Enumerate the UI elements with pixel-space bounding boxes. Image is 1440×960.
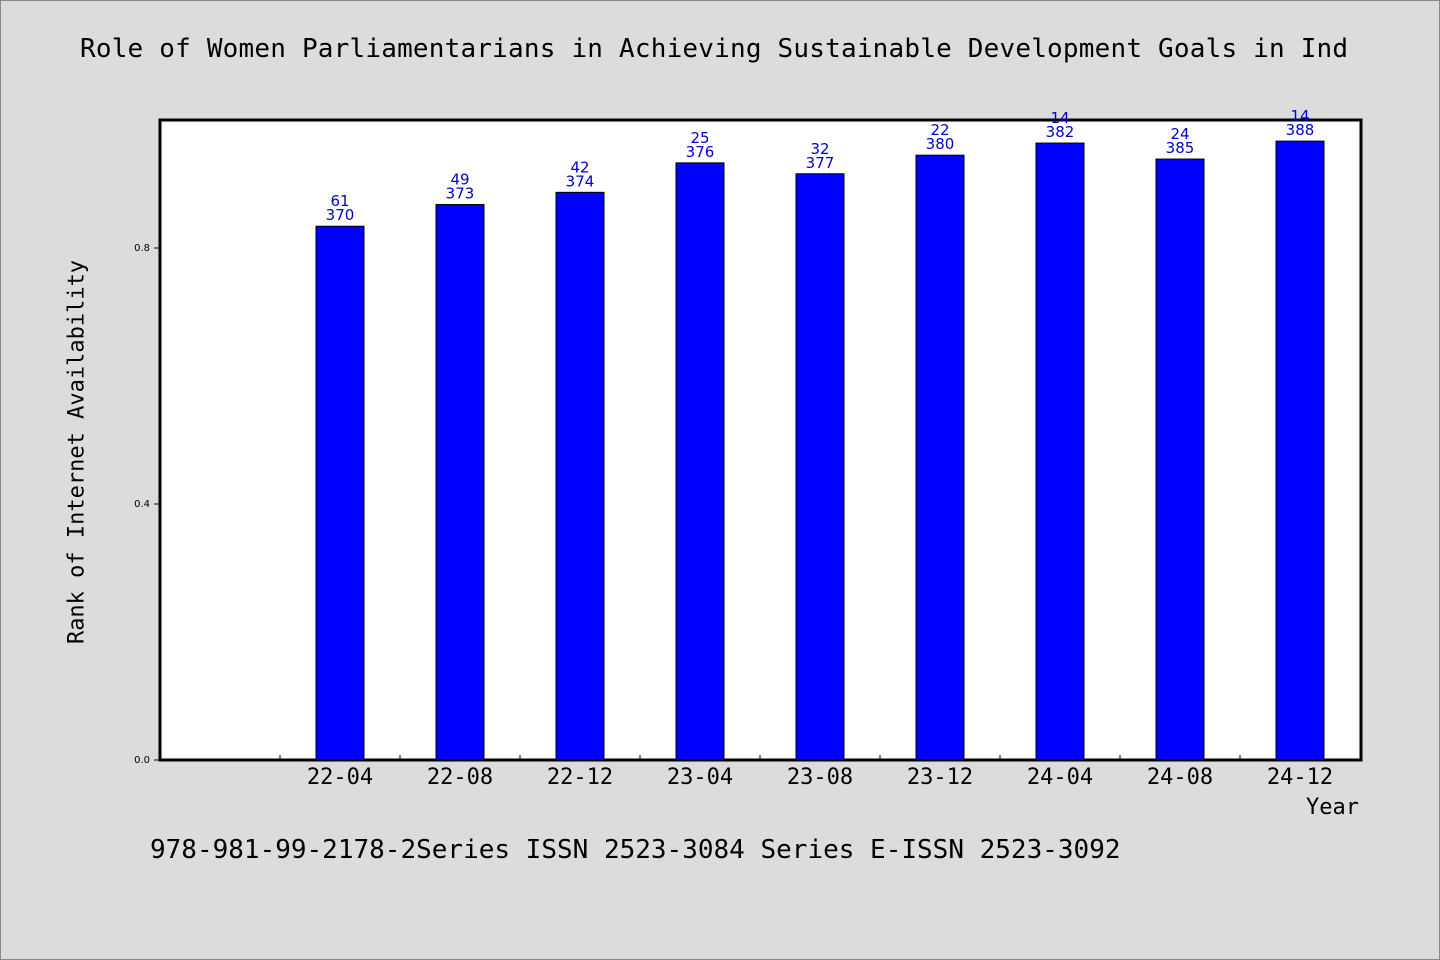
- data-label-bottom: 385: [1166, 139, 1195, 157]
- y-tick-label: 0.8: [134, 243, 150, 254]
- data-label-bottom: 373: [446, 184, 475, 202]
- data-label-bottom: 374: [566, 172, 595, 190]
- bar: [795, 173, 845, 761]
- y-tick-label: 0.4: [134, 499, 150, 510]
- bar: [1035, 142, 1085, 761]
- data-label-bottom: 380: [926, 135, 955, 153]
- data-label-top: 32: [810, 140, 829, 158]
- bar: [1275, 140, 1325, 761]
- bar: [435, 203, 485, 761]
- data-label-top: 61: [330, 192, 349, 210]
- x-tick-label: 23-08: [787, 765, 853, 790]
- data-label-top: 22: [930, 121, 949, 139]
- bar: [1155, 158, 1205, 761]
- data-label-bottom: 370: [326, 206, 355, 224]
- data-label-bottom: 376: [686, 143, 715, 161]
- data-label-top: 49: [450, 170, 469, 188]
- x-tick-label: 23-12: [907, 765, 973, 790]
- y-axis-label: Rank of Internet Availability: [64, 259, 90, 645]
- footer-note: 978-981-99-2178-2Series ISSN 2523-3084 S…: [150, 835, 1121, 865]
- data-label-bottom: 382: [1046, 123, 1075, 141]
- x-tick-label: 24-12: [1267, 765, 1333, 790]
- bar: [315, 225, 365, 761]
- x-tick-label: 24-08: [1147, 765, 1213, 790]
- x-tick-label: 22-08: [427, 765, 493, 790]
- bar-group: [315, 140, 1325, 761]
- data-label-top: 24: [1170, 125, 1189, 143]
- data-label-top: 25: [690, 129, 709, 147]
- data-label-top: 42: [570, 158, 589, 176]
- x-axis-label: Year: [1306, 795, 1359, 820]
- bar: [675, 162, 725, 761]
- data-label-top: 14: [1290, 107, 1309, 125]
- chart-title: Role of Women Parliamentarians in Achiev…: [80, 34, 1349, 64]
- x-tick-label: 24-04: [1027, 765, 1093, 790]
- bar: [555, 191, 605, 761]
- tick-group: 0.0 0.4 0.8: [134, 243, 1361, 766]
- data-label-bottom: 377: [806, 154, 835, 172]
- x-tick-label: 23-04: [667, 765, 733, 790]
- x-tick-label: 22-12: [547, 765, 613, 790]
- data-label-bottom: 388: [1286, 121, 1315, 139]
- data-label-top: 14: [1050, 109, 1069, 127]
- y-tick-label: 0.0: [134, 755, 150, 766]
- bar: [915, 154, 965, 761]
- x-tick-label: 22-04: [307, 765, 373, 790]
